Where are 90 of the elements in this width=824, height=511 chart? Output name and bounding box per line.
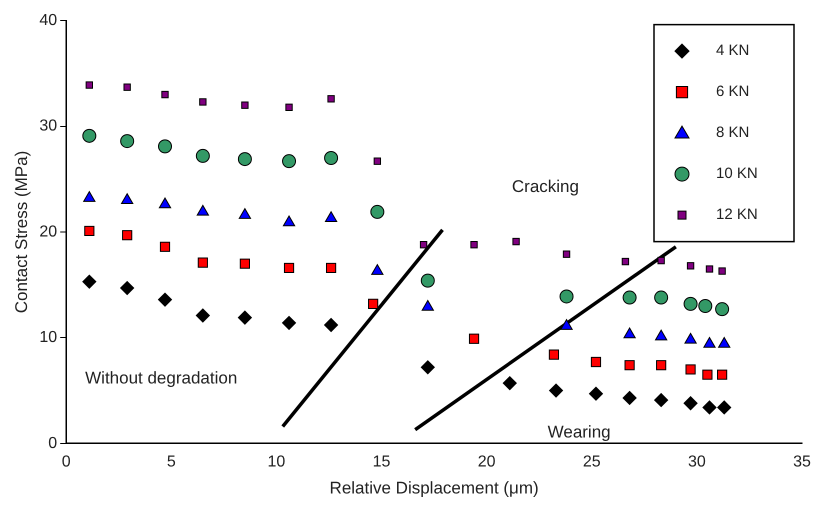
legend-label: 4 KN bbox=[716, 42, 750, 60]
point bbox=[241, 101, 249, 109]
point bbox=[238, 310, 252, 325]
y-tick-label: 0 bbox=[48, 434, 58, 452]
point bbox=[717, 370, 728, 380]
point bbox=[715, 302, 730, 316]
point bbox=[158, 198, 172, 208]
x-tick-label: 5 bbox=[166, 453, 176, 470]
point bbox=[654, 393, 668, 408]
y-tick-label: 20 bbox=[39, 223, 58, 240]
point bbox=[123, 84, 131, 91]
point bbox=[282, 316, 296, 330]
point bbox=[718, 267, 726, 275]
point bbox=[161, 90, 169, 98]
point bbox=[624, 360, 635, 370]
x-tick-label: 30 bbox=[688, 453, 706, 470]
point bbox=[420, 241, 428, 248]
point bbox=[374, 158, 382, 165]
point bbox=[82, 128, 96, 143]
x-tick-label: 15 bbox=[372, 453, 391, 470]
point bbox=[240, 258, 250, 269]
point bbox=[684, 396, 698, 410]
point bbox=[284, 262, 294, 274]
point bbox=[324, 211, 338, 222]
annotation: Without degradation bbox=[85, 368, 238, 388]
point bbox=[196, 308, 210, 323]
point bbox=[654, 290, 668, 305]
point bbox=[656, 360, 666, 370]
point bbox=[158, 292, 172, 307]
point bbox=[198, 258, 208, 268]
legend-label: 8 KN bbox=[716, 124, 750, 142]
point bbox=[549, 384, 564, 398]
point bbox=[588, 386, 603, 401]
point bbox=[86, 81, 94, 89]
point bbox=[622, 390, 637, 405]
point bbox=[327, 95, 335, 102]
point bbox=[548, 350, 560, 360]
point bbox=[562, 250, 570, 258]
y-tick-label: 30 bbox=[39, 118, 58, 135]
y-tick-label: 40 bbox=[39, 12, 58, 30]
point bbox=[717, 400, 732, 414]
point bbox=[622, 290, 637, 305]
point bbox=[686, 262, 694, 270]
point bbox=[560, 289, 574, 304]
legend-label: 12 KN bbox=[716, 206, 758, 224]
point bbox=[420, 274, 435, 288]
point bbox=[285, 104, 293, 111]
point bbox=[122, 230, 132, 240]
x-tick-label: 20 bbox=[478, 453, 496, 470]
point bbox=[512, 238, 520, 246]
point bbox=[282, 154, 296, 168]
point bbox=[684, 296, 698, 311]
point bbox=[324, 151, 338, 166]
point bbox=[324, 318, 338, 332]
point bbox=[622, 258, 630, 266]
x-tick-label: 0 bbox=[62, 453, 71, 470]
point bbox=[470, 241, 478, 248]
annotation: Cracking bbox=[512, 177, 579, 196]
point bbox=[685, 364, 696, 375]
point bbox=[468, 334, 480, 344]
x-axis-title: Relative Displacement (μm) bbox=[330, 478, 539, 498]
x-tick-label: 10 bbox=[268, 453, 286, 470]
point bbox=[702, 400, 716, 414]
point bbox=[120, 281, 134, 296]
point bbox=[702, 370, 712, 380]
point bbox=[326, 262, 336, 274]
point bbox=[158, 139, 172, 154]
y-tick-label: 10 bbox=[39, 329, 58, 346]
point bbox=[160, 242, 170, 252]
legend-label: 6 KN bbox=[716, 83, 750, 100]
point bbox=[238, 152, 252, 166]
point bbox=[82, 274, 96, 289]
annotation: Wearing bbox=[548, 422, 611, 442]
point bbox=[657, 256, 665, 264]
y-axis-title: Contact Stress (MPa) bbox=[12, 150, 31, 314]
x-tick-label: 35 bbox=[793, 453, 811, 470]
point bbox=[121, 193, 134, 204]
point bbox=[502, 376, 517, 390]
point bbox=[420, 360, 435, 374]
legend-label: 10 KN bbox=[716, 165, 758, 182]
point bbox=[120, 134, 134, 148]
point bbox=[199, 98, 207, 106]
point bbox=[196, 148, 210, 163]
point bbox=[370, 204, 384, 219]
point bbox=[590, 356, 602, 368]
x-tick-label: 25 bbox=[582, 453, 601, 470]
point bbox=[706, 265, 714, 273]
point bbox=[368, 298, 378, 309]
point bbox=[84, 226, 94, 236]
point bbox=[698, 298, 712, 313]
